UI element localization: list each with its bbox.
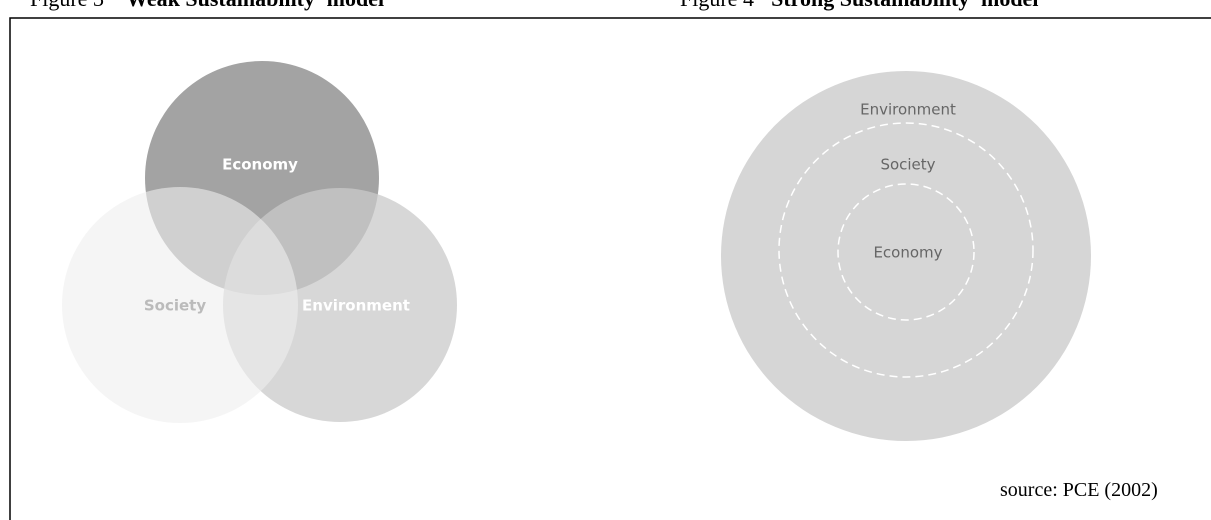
environment-label: Environment	[302, 297, 410, 315]
figure-number: Figure 4	[680, 0, 754, 11]
frame	[9, 17, 1211, 520]
figure-title: 'Weak Sustainability' model	[120, 0, 384, 11]
figure-title: 'Strong Sustainability' model	[765, 0, 1038, 11]
economy-ring	[837, 183, 975, 321]
society-label: Society	[144, 297, 206, 315]
economy-label: Economy	[222, 156, 298, 174]
society-circle	[62, 187, 298, 423]
environment-label: Environment	[860, 101, 956, 119]
society-label: Society	[880, 156, 935, 174]
source: source: PCE (2002)	[1000, 479, 1158, 501]
figure-number: Figure 3	[30, 0, 104, 11]
economy-label: Economy	[873, 244, 942, 262]
society-ring	[778, 122, 1034, 378]
